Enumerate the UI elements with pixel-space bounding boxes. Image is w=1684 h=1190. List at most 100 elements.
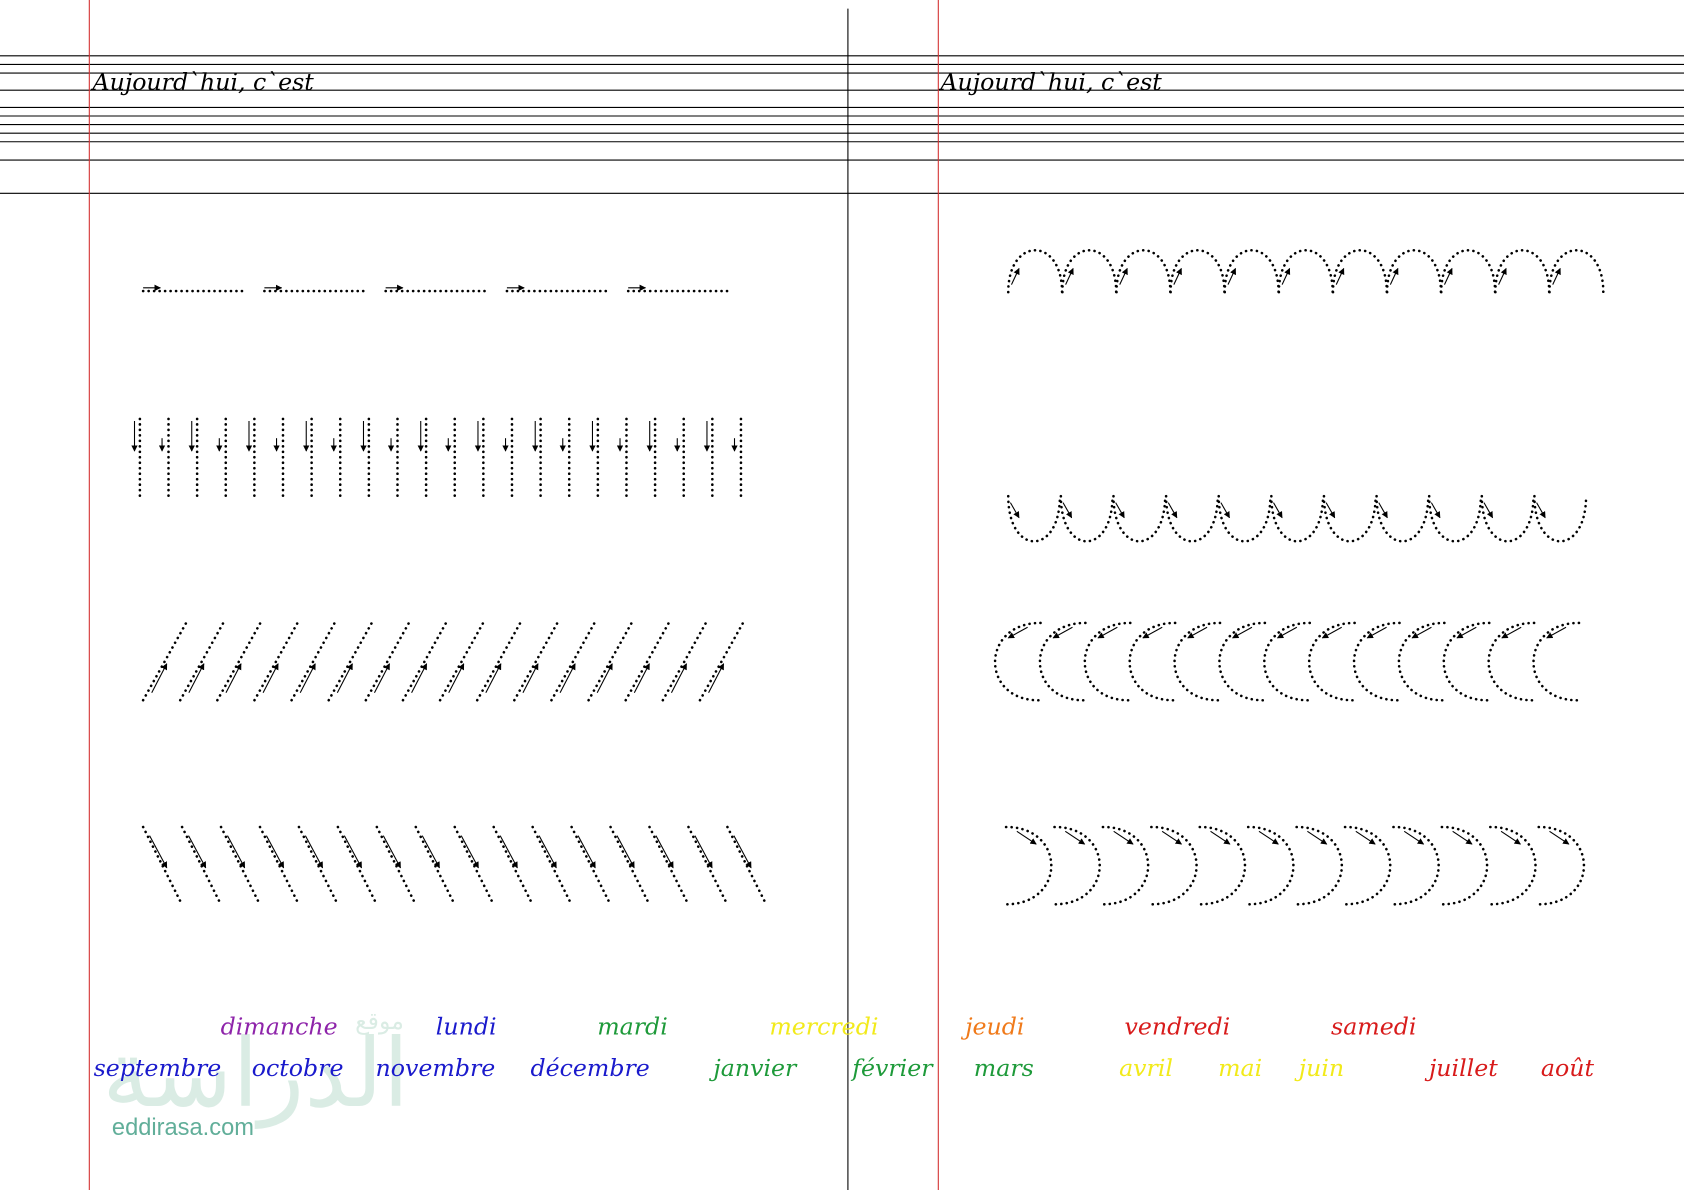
dotted-stroke: [1548, 249, 1605, 294]
dotted-stroke: [297, 825, 339, 906]
dotted-stroke: [375, 825, 417, 906]
direction-arrow: [336, 663, 353, 693]
day-word: jeudi: [960, 1012, 1024, 1040]
direction-arrow: [225, 663, 242, 693]
direction-arrow: [304, 835, 324, 869]
dotted-stroke: [1352, 621, 1401, 702]
direction-arrow: [1187, 626, 1208, 639]
dotted-stroke: [726, 825, 768, 906]
direction-arrow: [1161, 830, 1183, 845]
direction-arrow: [299, 663, 316, 693]
direction-arrow: [1355, 830, 1376, 845]
dotted-stroke: [687, 825, 729, 906]
dotted-stroke: [1295, 825, 1343, 906]
day-word: mercredi: [769, 1012, 878, 1040]
dotted-stroke: [1004, 825, 1053, 906]
dotted-stroke: [1053, 825, 1101, 906]
direction-arrow: [149, 835, 168, 869]
direction-arrow: [1552, 267, 1561, 285]
dotted-stroke: [550, 621, 596, 702]
direction-arrow: [448, 663, 465, 693]
direction-arrow: [1536, 502, 1546, 519]
direction-arrow: [373, 663, 391, 693]
direction-arrow: [1307, 830, 1328, 845]
direction-arrow: [694, 835, 713, 869]
direction-arrow: [1501, 626, 1522, 639]
dotted-stroke: [1440, 825, 1489, 906]
direction-arrow: [382, 835, 401, 869]
date-heading: Aujourd`hui, c`est: [91, 68, 315, 96]
direction-arrow: [1113, 830, 1134, 845]
dotted-stroke: [364, 621, 411, 702]
direction-arrow: [1498, 267, 1507, 285]
direction-arrow: [1456, 626, 1477, 639]
direction-arrow: [1258, 830, 1279, 845]
dotted-stroke: [1246, 825, 1295, 906]
date-heading: Aujourd`hui, c`est: [938, 68, 1162, 96]
direction-arrow: [1443, 267, 1453, 285]
dotted-stroke: [1061, 249, 1118, 294]
direction-arrow: [188, 663, 205, 693]
direction-arrow: [1321, 626, 1342, 639]
dotted-stroke: [1537, 825, 1586, 906]
dotted-stroke: [1494, 249, 1551, 294]
direction-arrow: [151, 663, 168, 693]
dotted-stroke: [1480, 494, 1535, 543]
direction-arrow: [1010, 267, 1020, 285]
dotted-stroke: [513, 621, 559, 702]
tracing-patterns: [131, 249, 1605, 906]
direction-arrow: [188, 835, 207, 869]
direction-arrow: [1115, 502, 1125, 519]
dotted-stroke: [180, 825, 223, 906]
dotted-stroke: [438, 621, 485, 702]
direction-arrow: [616, 835, 635, 869]
dotted-stroke: [1375, 494, 1430, 543]
direction-arrow: [1500, 830, 1521, 845]
direction-arrow: [1220, 502, 1230, 519]
watermark: الدراسة موقع: [102, 1007, 409, 1129]
direction-arrow: [1281, 267, 1291, 285]
direction-arrow: [1142, 626, 1163, 639]
dotted-stroke: [993, 621, 1042, 702]
dotted-stroke: [336, 825, 378, 906]
dotted-stroke: [1217, 494, 1272, 543]
direction-arrow: [1016, 830, 1037, 845]
direction-arrow: [1173, 267, 1182, 285]
dotted-stroke: [1115, 249, 1172, 294]
direction-arrow: [655, 835, 674, 869]
dotted-stroke: [414, 825, 456, 906]
day-word: vendredi: [1124, 1012, 1230, 1040]
dotted-stroke: [290, 621, 336, 702]
direction-arrow: [1064, 830, 1086, 845]
dotted-stroke: [178, 621, 225, 702]
direction-arrow: [1430, 502, 1441, 519]
dotted-stroke: [531, 825, 573, 906]
dotted-stroke: [1343, 825, 1392, 906]
dotted-stroke: [1277, 249, 1334, 294]
dotted-stroke: [219, 825, 262, 906]
direction-arrow: [1167, 502, 1178, 519]
month-word: juin: [1294, 1054, 1344, 1082]
dotted-stroke: [1427, 494, 1483, 543]
direction-arrow: [1052, 626, 1073, 639]
direction-arrow: [1276, 626, 1298, 639]
dotted-stroke: [1533, 494, 1588, 543]
dotted-stroke: [1392, 825, 1440, 906]
direction-arrow: [265, 835, 285, 869]
direction-arrow: [577, 835, 596, 869]
dotted-stroke: [570, 825, 612, 906]
direction-arrow: [1232, 626, 1253, 639]
word-list: dimanche lundi mardi mercredi jeudi vendredi s…: [94, 1012, 1595, 1082]
direction-arrow: [1452, 830, 1473, 845]
direction-arrow: [1549, 830, 1570, 845]
direction-arrow: [559, 663, 576, 693]
dotted-stroke: [327, 621, 374, 702]
dotted-stroke: [1487, 621, 1536, 702]
direction-arrow: [1097, 626, 1118, 639]
dotted-stroke: [216, 621, 262, 702]
direction-arrow: [411, 663, 428, 693]
direction-arrow: [538, 835, 557, 869]
month-word: décembre: [530, 1054, 649, 1082]
